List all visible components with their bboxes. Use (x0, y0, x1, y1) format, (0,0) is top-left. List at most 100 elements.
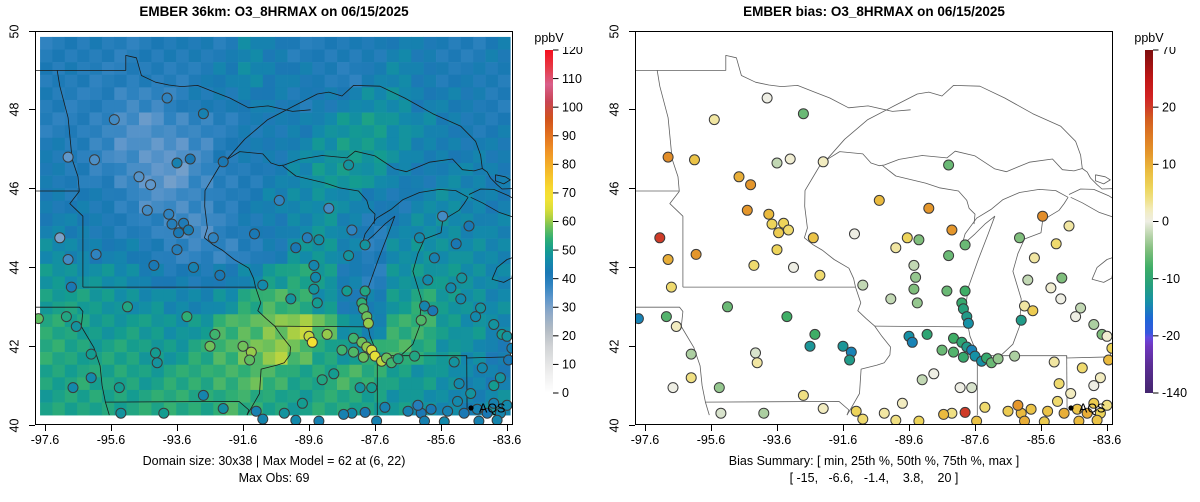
boundary-huron_north (1068, 188, 1114, 199)
station-dot (910, 271, 922, 283)
colorbar-tick-label: 50 (562, 243, 576, 257)
station-dot (689, 154, 700, 166)
station-dot (414, 232, 425, 244)
station-dot (301, 232, 313, 244)
boundary-saginaw_bay (491, 257, 514, 283)
station-dot (181, 311, 193, 323)
station-dot (771, 157, 783, 169)
station-dot (122, 301, 133, 313)
station-dot (943, 159, 955, 171)
boundary-ia_mo (105, 400, 250, 416)
station-dot (959, 285, 971, 297)
station-dot (452, 395, 463, 407)
station-dot (290, 414, 302, 426)
bias-colorbar-unit-label: ppbV (1134, 31, 1164, 45)
station-dot (667, 382, 679, 394)
station-dot (475, 302, 487, 314)
station-dot (488, 319, 500, 330)
station-dot (54, 232, 66, 244)
station-dot (948, 346, 959, 358)
station-dot (849, 228, 860, 240)
boundary-huron_north (468, 188, 514, 199)
station-dot (455, 293, 467, 305)
station-dot (766, 218, 778, 230)
station-dot (296, 397, 308, 409)
station-dot (1056, 272, 1068, 284)
y-tick-label: 46 (607, 181, 622, 196)
bias-map-svg: AQS (632, 31, 1118, 428)
x-tick-label: -83.6 (492, 433, 522, 447)
x-tick-label: -87.6 (360, 433, 390, 447)
station-dot (1048, 356, 1060, 368)
station-dot (959, 239, 971, 251)
station-dot (458, 407, 470, 419)
station-dot (1038, 416, 1050, 428)
station-dot (913, 234, 925, 246)
station-dot (113, 382, 125, 394)
colorbar-tick-label: 120 (562, 47, 583, 57)
station-dot (817, 156, 829, 168)
station-dot (244, 354, 256, 366)
station-dot (145, 179, 157, 191)
colorbar-tick-label: -20 (1162, 329, 1180, 343)
colorbar-tick-label: 10 (562, 358, 576, 372)
boundary-lake_superior (826, 85, 1083, 173)
station-dot (857, 279, 869, 291)
x-tick-label: -93.6 (162, 433, 192, 447)
station-dot (278, 407, 290, 419)
x-tick-mark (308, 425, 310, 431)
station-dot (923, 202, 935, 214)
station-dot (685, 348, 697, 360)
station-dot (148, 259, 160, 271)
colorbar-tick-label: 40 (562, 272, 576, 286)
station-dot (722, 301, 733, 313)
station-dot (670, 321, 682, 332)
station-dot (343, 159, 355, 171)
x-tick-mark (44, 425, 46, 431)
station-dot (450, 238, 462, 250)
station-dot (966, 382, 978, 394)
colorbar-tick-label: 20 (562, 329, 576, 343)
station-dot (750, 347, 761, 359)
station-dot (343, 250, 355, 262)
station-dot (428, 252, 440, 264)
station-dot (341, 285, 353, 297)
boundary-nd_mn (656, 70, 680, 192)
station-dot (662, 254, 674, 265)
station-dot (465, 388, 477, 399)
station-dot (445, 282, 457, 294)
station-dot (249, 228, 260, 240)
model-map-plot: AQS (32, 31, 518, 428)
station-dot (338, 408, 350, 420)
station-dot (809, 328, 821, 340)
station-dot (908, 259, 920, 271)
boundary-st_joseph_island (1094, 174, 1111, 185)
y-tick-label: 44 (607, 260, 622, 275)
station-dot (158, 407, 170, 419)
boundary-mi_south (388, 355, 513, 359)
station-dot (488, 397, 500, 409)
boundary-wi_il (274, 325, 369, 328)
boundary-mi_wi (282, 165, 376, 225)
station-dot (359, 239, 371, 251)
y-tick-label: 46 (7, 181, 22, 196)
plot-border (35, 31, 513, 425)
aqs-legend: AQS (1068, 402, 1105, 416)
station-dot (161, 92, 173, 104)
station-dot (257, 413, 269, 425)
colorbar-tick-label: 30 (562, 300, 576, 314)
station-dot (751, 357, 763, 369)
colorbar-tick-label: 90 (562, 129, 576, 143)
x-tick-label: -87.6 (960, 433, 990, 447)
station-dot (306, 336, 318, 348)
boundary-mn_west (669, 191, 684, 288)
station-dot (419, 415, 430, 427)
station-dot (290, 242, 302, 254)
x-tick-mark (710, 425, 712, 431)
station-dot (115, 407, 127, 419)
station-dot (402, 405, 414, 417)
station-dot (1101, 330, 1113, 342)
station-dot (250, 405, 262, 417)
station-dot (632, 313, 644, 325)
boundary-ia_mo (705, 400, 850, 416)
